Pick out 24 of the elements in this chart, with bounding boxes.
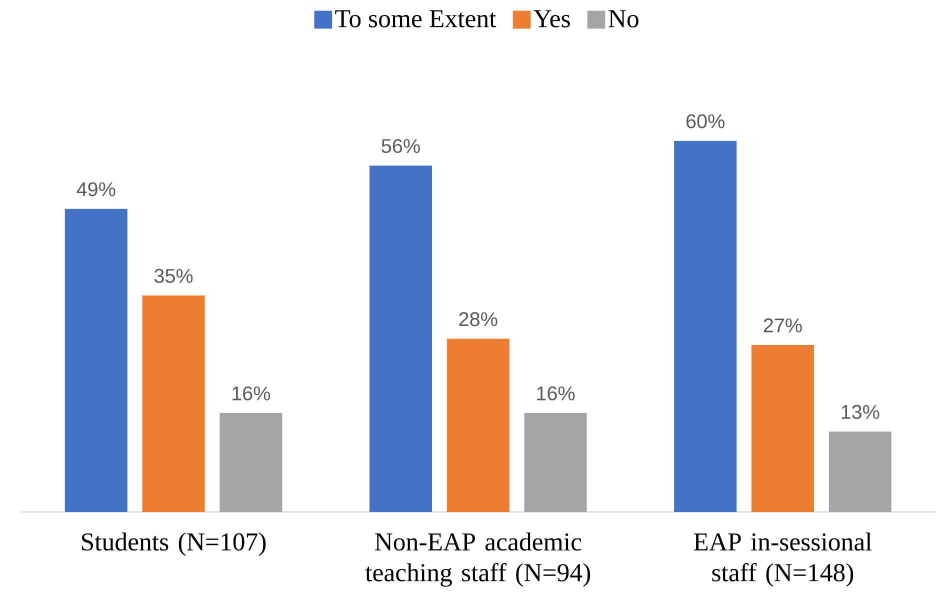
data-label: 56% — [382, 138, 420, 153]
bar — [524, 412, 587, 512]
bar — [828, 431, 892, 512]
legend-label: Yes — [534, 10, 570, 28]
data-label: 27% — [764, 318, 802, 332]
bar — [64, 208, 128, 512]
bar — [751, 344, 814, 512]
data-label: 60% — [686, 114, 724, 128]
bar — [446, 338, 510, 512]
bar — [142, 295, 205, 512]
x-tick-label: Students (N=107) — [82, 532, 266, 556]
x-tick-label: Non-EAP academic teaching staff (N=94) — [365, 532, 590, 587]
data-label: 16% — [537, 386, 575, 400]
data-label: 13% — [842, 404, 880, 419]
data-label: 16% — [232, 386, 270, 400]
data-label: 49% — [76, 182, 116, 196]
data-label: 28% — [459, 312, 498, 326]
bar — [369, 166, 432, 512]
data-label: 35% — [154, 268, 193, 283]
bar — [220, 412, 282, 512]
legend-label: No — [608, 10, 638, 28]
legend-label: To some Extent — [335, 10, 496, 28]
x-tick-label: EAP in-sessional staff (N=148) — [694, 532, 872, 587]
bar — [674, 140, 737, 512]
